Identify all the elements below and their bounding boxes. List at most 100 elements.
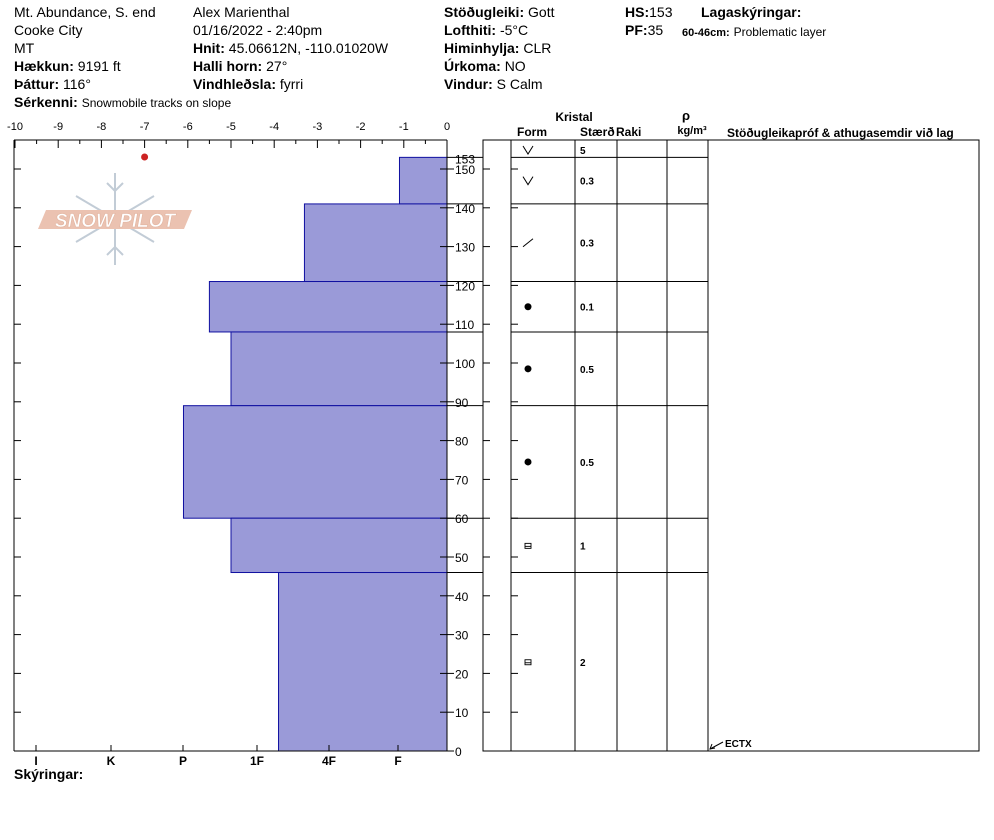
top-tick-label: -1 — [399, 121, 409, 133]
slope-value: 27° — [266, 58, 288, 74]
depth-tick-label: 120 — [455, 279, 475, 293]
depth-tick-label: 30 — [455, 629, 469, 643]
wind-loading-label: Vindhleðsla: — [193, 76, 276, 92]
crystal-size-value: 0.5 — [580, 458, 594, 469]
crystal-form-round-icon — [524, 458, 532, 466]
crystal-size-value: 0.3 — [580, 239, 594, 250]
top-tick-label: -9 — [53, 121, 63, 133]
datetime: 01/16/2022 - 2:40pm — [193, 22, 323, 38]
temperature-point — [141, 153, 149, 161]
decomposing-icon — [522, 238, 534, 248]
hardness-tick-label: F — [394, 754, 401, 768]
hardness-bar-6 — [278, 572, 448, 752]
top-tick-label: -10 — [7, 121, 23, 133]
coords-value: 45.06612N, -110.01020W — [228, 40, 389, 56]
hs: HS:153 — [625, 4, 672, 21]
elevation-value: 9191 ft — [77, 58, 121, 74]
depth-tick-label: 10 — [455, 706, 469, 720]
hardness-profile-chart: SNOW PILOT -10 -9 -8 -7 -6 -5 -4 -3 -2 -1 0I K P 1F 4F… — [7, 108, 980, 768]
top-tick-label: -2 — [356, 121, 366, 133]
precip: Úrkoma: NO — [444, 58, 526, 75]
facet-icon — [524, 542, 532, 549]
air-temp-label: Lofthiti: — [444, 22, 497, 38]
top-tick-label: -3 — [313, 121, 323, 133]
precip-value: NO — [504, 58, 526, 74]
crystal-size-value: 0.3 — [580, 177, 594, 188]
top-tick-label: -8 — [97, 121, 107, 133]
crystal-form-facet-icon — [524, 542, 532, 549]
crystal-form-decomp-icon — [522, 238, 534, 248]
depth-tick-label: 100 — [455, 357, 475, 371]
moisture-header: Raki — [616, 125, 641, 139]
crystal-form-facet-icon — [524, 659, 532, 666]
crystal-header: Kristal — [555, 110, 592, 124]
wind-loading-value: fyrri — [279, 76, 304, 92]
stability: Stöðugleiki: Gott — [444, 4, 554, 21]
aspect-label: Þáttur: — [14, 76, 60, 92]
legend-label: Skýringar: — [14, 766, 84, 782]
features: Sérkenni: Snowmobile tracks on slope — [14, 94, 231, 112]
hardness-tick-label: I — [34, 754, 37, 768]
tests-header: Stöðugleikapróf & athugasemdir við lag — [727, 126, 954, 140]
top-tick-label: -6 — [183, 121, 193, 133]
wind: Vindur: S Calm — [444, 76, 543, 93]
hardness-tick-label: 1F — [250, 754, 264, 768]
elevation: Hækkun: 9191 ft — [14, 58, 121, 75]
slope-label: Halli horn: — [193, 58, 263, 74]
depth-tick-label: 90 — [455, 396, 469, 410]
crystal-form-precip-icon — [522, 176, 534, 186]
hardness-bar-5 — [230, 517, 448, 574]
pf-value: 35 — [647, 22, 664, 38]
pf-label: PF: — [625, 22, 648, 38]
layer-note: 60-46cm: Problematic layer — [682, 23, 826, 42]
precip-icon — [522, 176, 534, 186]
crystal-size-value: 0.5 — [580, 365, 594, 376]
hardness-bar-2 — [208, 281, 448, 333]
hardness-bar-3 — [230, 331, 448, 407]
layer-note-text: Problematic layer — [733, 25, 827, 39]
depth-tick-label: 70 — [455, 473, 469, 487]
top-tick-label: 0 — [444, 121, 450, 133]
crystal-form-precip-icon — [522, 145, 534, 155]
facet-icon — [524, 659, 532, 666]
density-unit: kg/m³ — [677, 125, 707, 137]
hs-label: HS: — [625, 4, 650, 20]
size-header: Stærð — [580, 125, 615, 139]
hardness-bar-4 — [182, 405, 448, 519]
rounded-grain-icon — [524, 365, 532, 373]
wind-loading: Vindhleðsla: fyrri — [193, 76, 303, 93]
depth-tick-label: 40 — [455, 590, 469, 604]
coords-label: Hnit: — [193, 40, 225, 56]
logo-text: SNOW PILOT — [55, 211, 177, 232]
top-tick-label: -7 — [140, 121, 150, 133]
depth-tick-label: 140 — [455, 202, 475, 216]
wind-value: S Calm — [496, 76, 543, 92]
hardness-bar-1 — [303, 203, 448, 283]
hardness-tick-label: P — [179, 754, 187, 768]
test-arrowhead-icon — [709, 743, 716, 750]
density-symbol: ρ — [682, 108, 690, 123]
hardness-bar-0 — [398, 156, 448, 205]
depth-tick-label: 80 — [455, 435, 469, 449]
depth-tick-label: 60 — [455, 512, 469, 526]
city: Cooke City — [14, 22, 83, 38]
location: Mt. Abundance, S. end — [14, 4, 156, 20]
air-temp: Lofthiti: -5°C — [444, 22, 528, 39]
aspect-value: 116° — [63, 76, 91, 92]
rounded-grain-icon — [524, 458, 532, 466]
hardness-tick-label: K — [107, 754, 116, 768]
depth-tick-label: 20 — [455, 667, 469, 681]
sky-label: Himinhylja: — [444, 40, 520, 56]
depth-tick-label: 50 — [455, 551, 469, 565]
features-value: Snowmobile tracks on slope — [81, 96, 232, 110]
test-result-label: ECTX — [725, 739, 752, 750]
crystal-size-value: 2 — [580, 658, 586, 669]
sky-value: CLR — [523, 40, 552, 56]
crystal-form-round-icon — [524, 303, 532, 311]
features-label: Sérkenni: — [14, 94, 78, 110]
test-arrow-icon — [709, 741, 724, 750]
layer-note-range: 60-46cm: — [682, 27, 730, 39]
sky: Himinhylja: CLR — [444, 40, 551, 57]
precip-icon — [522, 145, 534, 155]
depth-tick-label: 0 — [455, 745, 462, 759]
